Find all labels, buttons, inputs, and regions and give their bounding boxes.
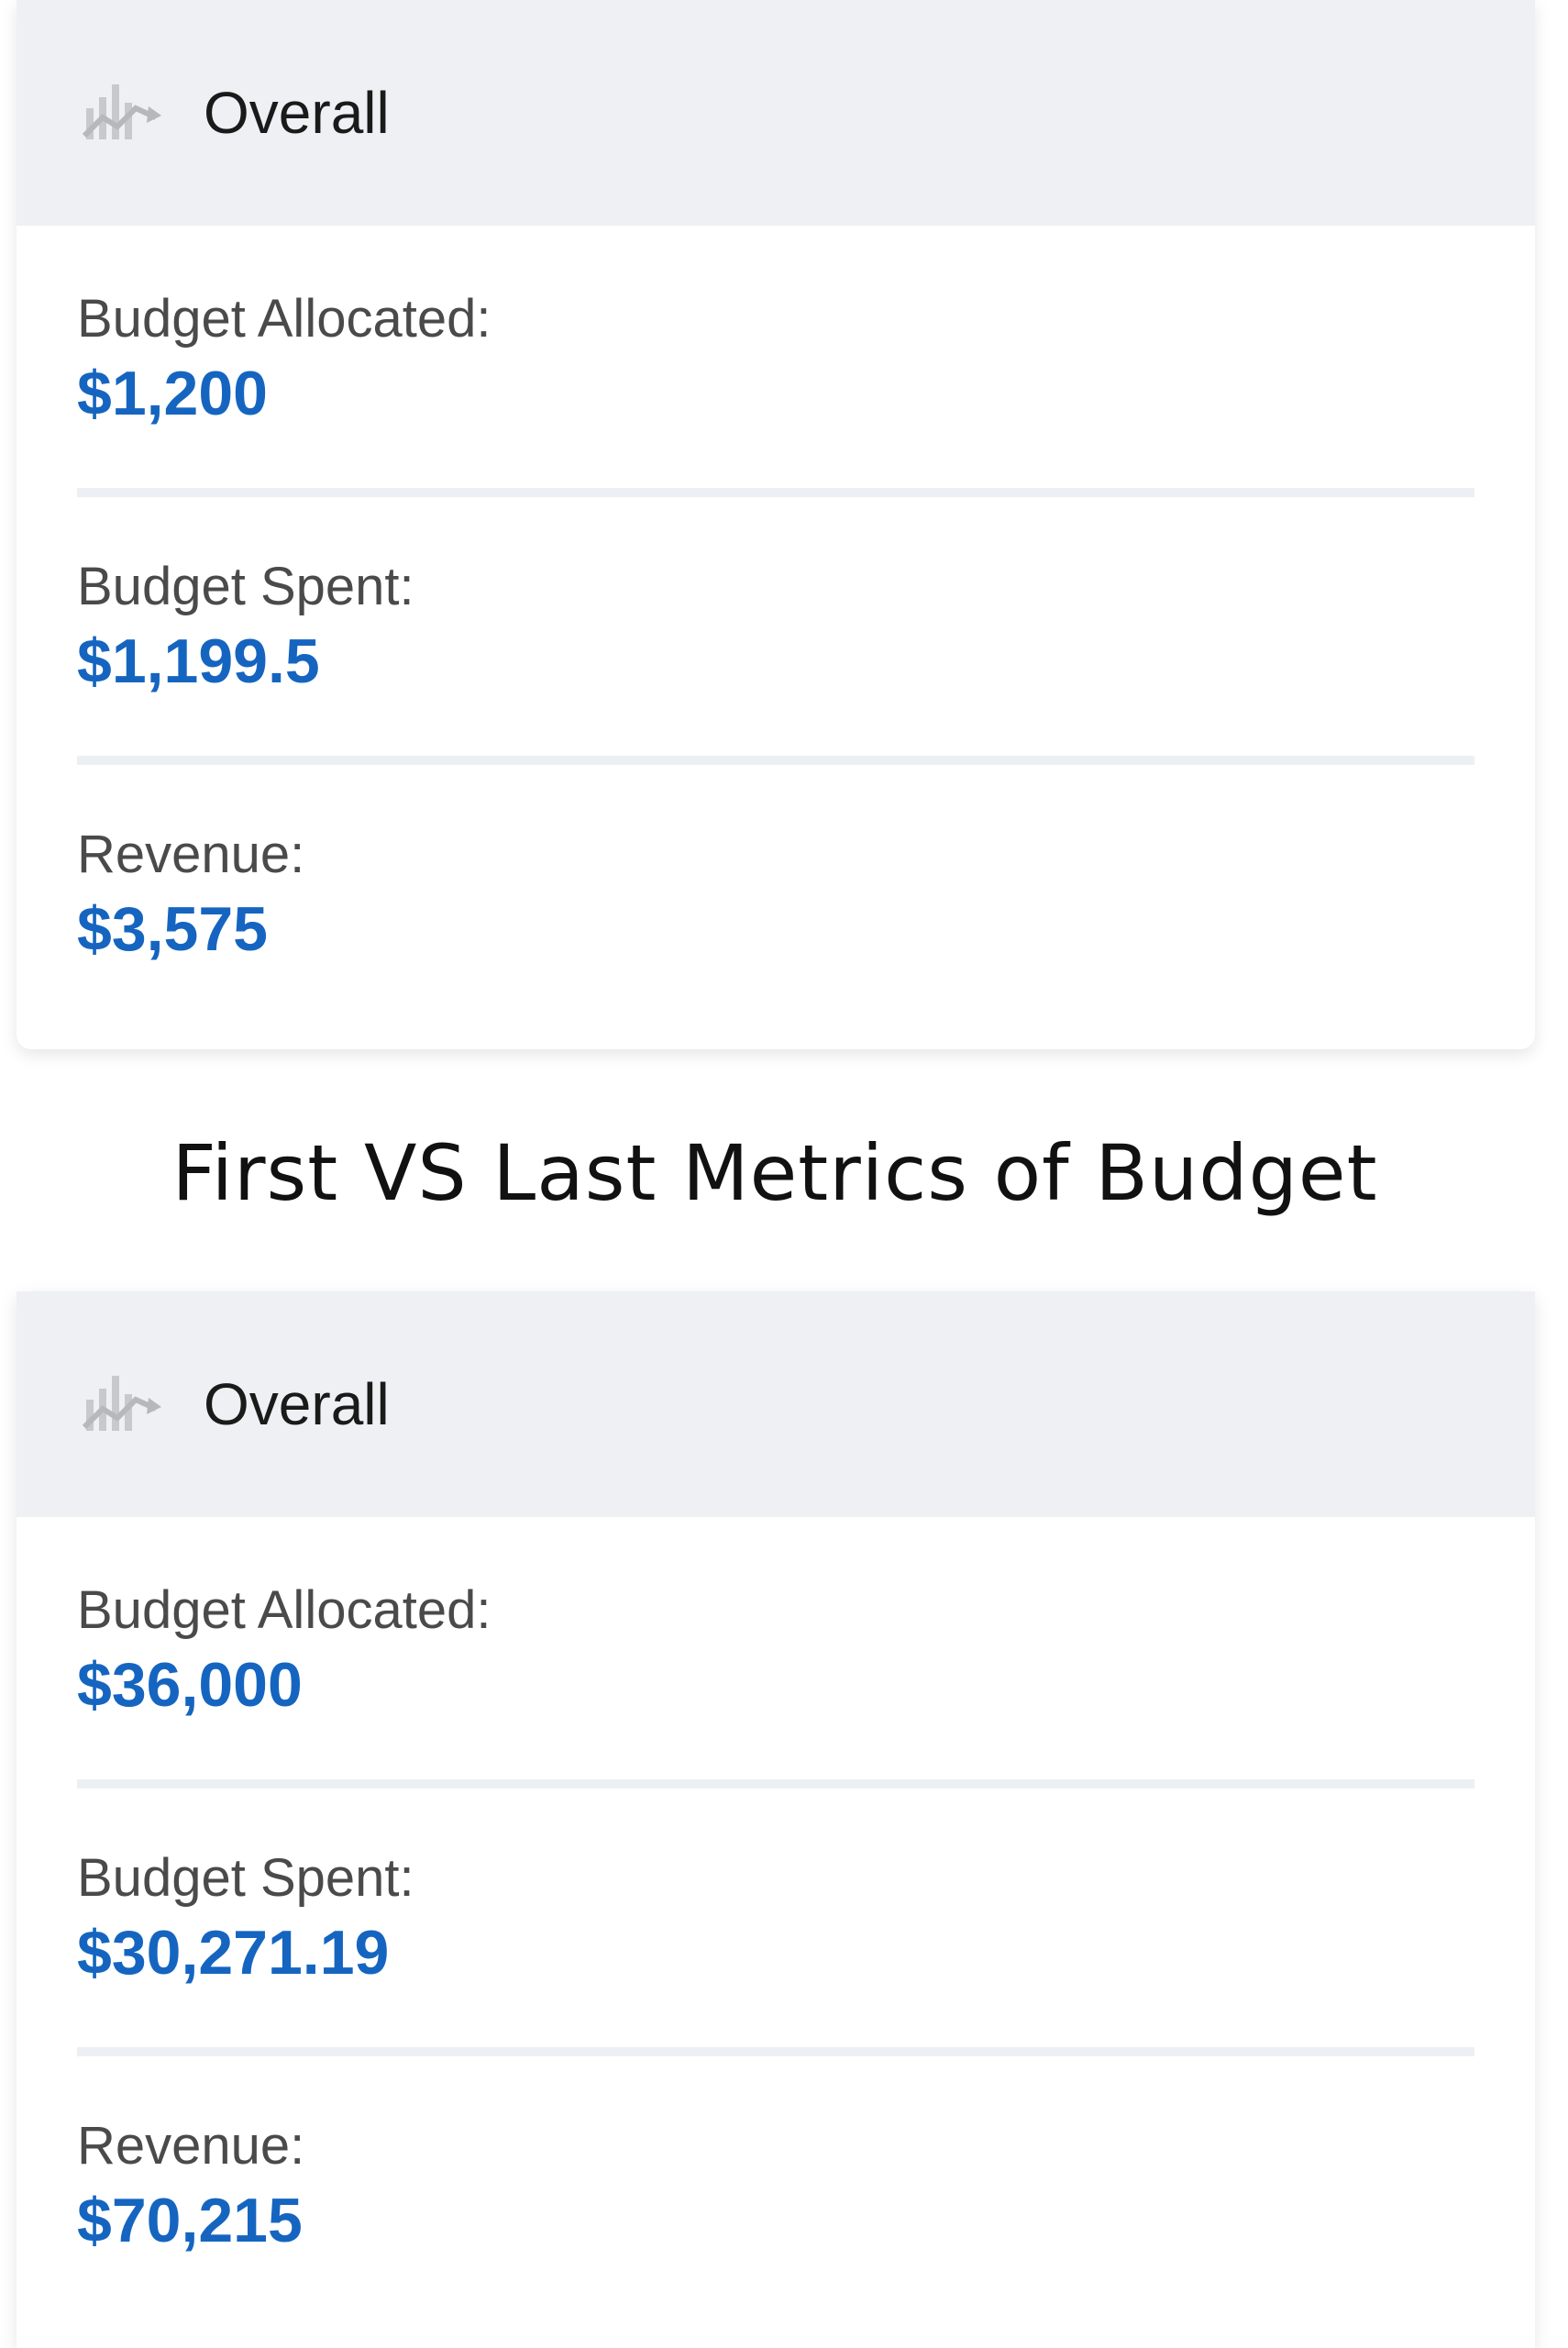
overall-card-last: Overall Budget Allocated: $36,000 Budget… — [17, 1291, 1535, 2348]
divider — [77, 1779, 1474, 1789]
metric-value: $3,575 — [77, 894, 268, 964]
metric-revenue: Revenue: $70,215 — [77, 2113, 1474, 2262]
metric-value: $30,271.19 — [77, 1918, 390, 1988]
metric-label: Revenue: — [77, 825, 305, 884]
card-header: Overall — [17, 0, 1535, 226]
bar-chart-trend-icon — [81, 1372, 163, 1436]
metric-budget-allocated: Budget Allocated: $1,200 — [77, 286, 1474, 435]
metric-budget-allocated: Budget Allocated: $36,000 — [77, 1578, 1474, 1726]
metric-budget-spent: Budget Spent: $30,271.19 — [77, 1845, 1474, 1994]
metric-revenue: Revenue: $3,575 — [77, 822, 1474, 970]
metric-label: Budget Spent: — [77, 557, 414, 616]
metric-value: $70,215 — [77, 2186, 303, 2255]
card-title: Overall — [204, 1371, 390, 1437]
metric-value: $1,199.5 — [77, 626, 320, 696]
card-body: Budget Allocated: $1,200 Budget Spent: $… — [17, 226, 1535, 970]
metric-label: Revenue: — [77, 2116, 305, 2176]
card-header: Overall — [17, 1291, 1535, 1517]
divider — [77, 488, 1474, 497]
metric-budget-spent: Budget Spent: $1,199.5 — [77, 554, 1474, 703]
card-body: Budget Allocated: $36,000 Budget Spent: … — [17, 1517, 1535, 2262]
card-title: Overall — [204, 80, 390, 146]
metric-label: Budget Spent: — [77, 1848, 414, 1908]
metric-label: Budget Allocated: — [77, 289, 491, 349]
metric-value: $36,000 — [77, 1650, 303, 1720]
divider — [77, 756, 1474, 765]
bar-chart-trend-icon — [81, 81, 163, 145]
metric-value: $1,200 — [77, 359, 268, 428]
metric-label: Budget Allocated: — [77, 1580, 491, 1640]
section-title: First VS Last Metrics of Budget — [171, 1128, 1378, 1218]
overall-card-first: Overall Budget Allocated: $1,200 Budget … — [17, 0, 1535, 1049]
divider — [77, 2047, 1474, 2056]
